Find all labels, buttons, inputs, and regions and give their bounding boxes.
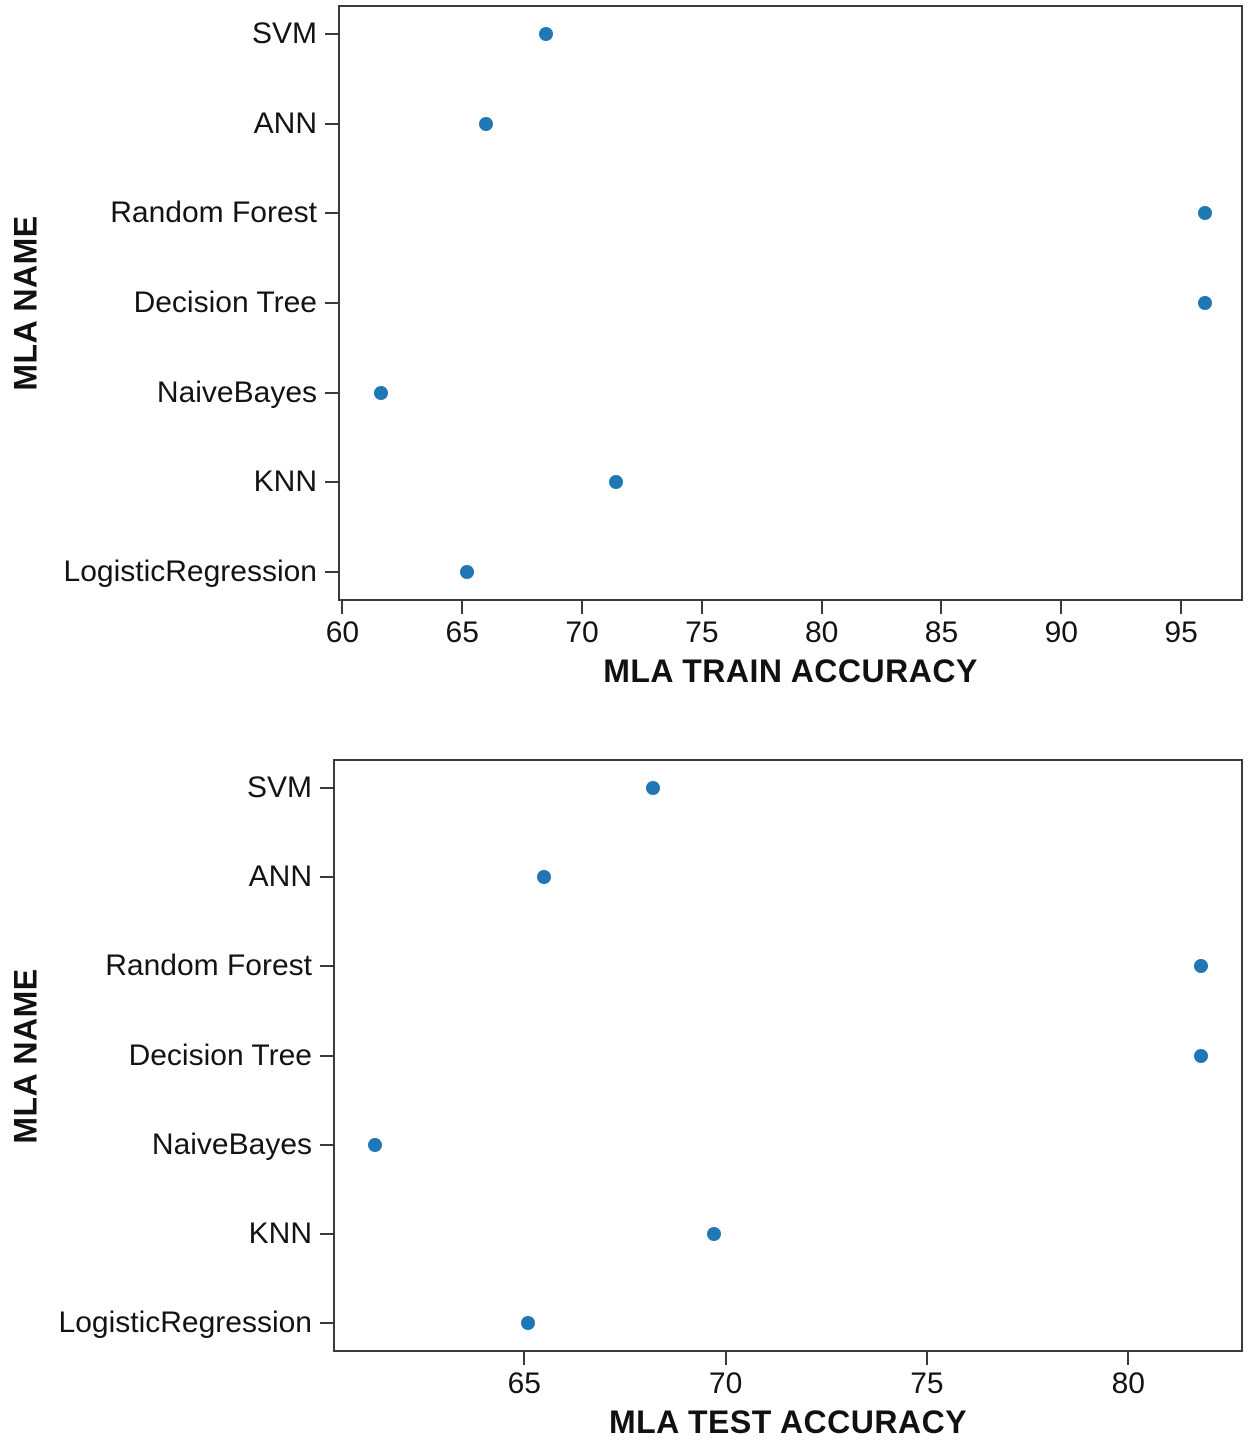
x-tick-mark: [1060, 601, 1063, 614]
data-point: [460, 565, 474, 580]
y-category-label: Decision Tree: [133, 286, 317, 319]
x-tick-label: 70: [708, 1367, 743, 1400]
data-point: [1193, 959, 1208, 974]
x-tick-label: 70: [565, 616, 599, 649]
y-category-label: SVM: [246, 770, 312, 804]
data-point: [368, 1137, 383, 1152]
x-tick-mark: [1127, 1352, 1130, 1365]
y-tick-mark: [325, 212, 338, 215]
x-tick-mark: [724, 1352, 727, 1365]
y-tick-mark: [325, 122, 338, 125]
x-tick-mark: [341, 601, 344, 614]
data-point: [479, 116, 494, 131]
x-tick-mark: [523, 1352, 526, 1365]
data-point: [539, 26, 554, 41]
y-tick-mark: [320, 1232, 333, 1235]
x-tick-label: 60: [325, 616, 360, 649]
y-tick-mark: [320, 876, 333, 878]
y-category-label: KNN: [253, 465, 317, 499]
y-tick-mark: [325, 32, 338, 35]
y-category-label: NaiveBayes: [156, 375, 317, 409]
x-tick-label: 75: [910, 1367, 944, 1400]
x-tick-label: 90: [1044, 616, 1078, 649]
x-axis-label: MLA TEST ACCURACY: [608, 1404, 968, 1440]
y-tick-mark: [320, 1322, 333, 1325]
plot-area: MLA TRAIN ACCURACY SVM ANN Random Forest De…: [64, 5, 1243, 689]
y-tick-mark: [320, 1054, 333, 1057]
y-tick-mark: [325, 391, 338, 394]
y-tick-mark: [320, 1143, 333, 1146]
y-tick-mark: [320, 786, 333, 789]
x-tick-mark: [925, 1352, 928, 1365]
x-axis-label: MLA TRAIN ACCURACY: [603, 653, 978, 689]
y-tick-mark: [320, 965, 333, 968]
y-category-label: LogisticRegression: [63, 555, 317, 589]
data-point: [537, 870, 552, 884]
data-point: [373, 385, 388, 400]
x-tick-mark: [940, 601, 943, 614]
y-category-label: Decision Tree: [128, 1038, 312, 1072]
x-tick-label: 75: [685, 616, 719, 649]
x-tick-mark: [461, 601, 464, 614]
plot-area: MLA TEST ACCURACY SVM ANN Random Forest Dec…: [59, 759, 1243, 1440]
data-point: [521, 1316, 536, 1331]
x-tick-label: 95: [1164, 616, 1198, 649]
y-tick-mark: [325, 571, 338, 574]
y-category-label: SVM: [251, 16, 317, 50]
x-tick-label: 80: [804, 616, 839, 649]
y-category-label: ANN: [248, 860, 312, 893]
y-axis-label: MLA NAME: [7, 215, 44, 391]
data-point: [608, 475, 623, 490]
y-tick-mark: [325, 481, 338, 484]
y-category-label: Random Forest: [105, 949, 312, 983]
y-axis-label: MLA NAME: [7, 968, 44, 1144]
x-tick-label: 85: [924, 616, 959, 649]
y-category-label: KNN: [248, 1216, 312, 1250]
x-tick-label: 80: [1111, 1367, 1145, 1400]
data-point: [646, 780, 661, 795]
y-category-label: NaiveBayes: [151, 1127, 312, 1161]
data-point: [1198, 296, 1213, 310]
x-tick-label: 65: [507, 1367, 541, 1400]
x-tick-label: 65: [445, 616, 479, 649]
y-tick-mark: [325, 302, 338, 304]
y-category-label: ANN: [253, 106, 317, 140]
data-point: [1198, 206, 1213, 221]
y-category-label: LogisticRegression: [58, 1306, 312, 1340]
x-tick-mark: [581, 601, 584, 614]
x-tick-mark: [700, 601, 703, 614]
data-point: [1193, 1048, 1208, 1063]
x-tick-mark: [1180, 601, 1183, 614]
data-point: [706, 1226, 721, 1241]
x-tick-mark: [820, 601, 823, 614]
y-category-label: Random Forest: [110, 196, 317, 230]
